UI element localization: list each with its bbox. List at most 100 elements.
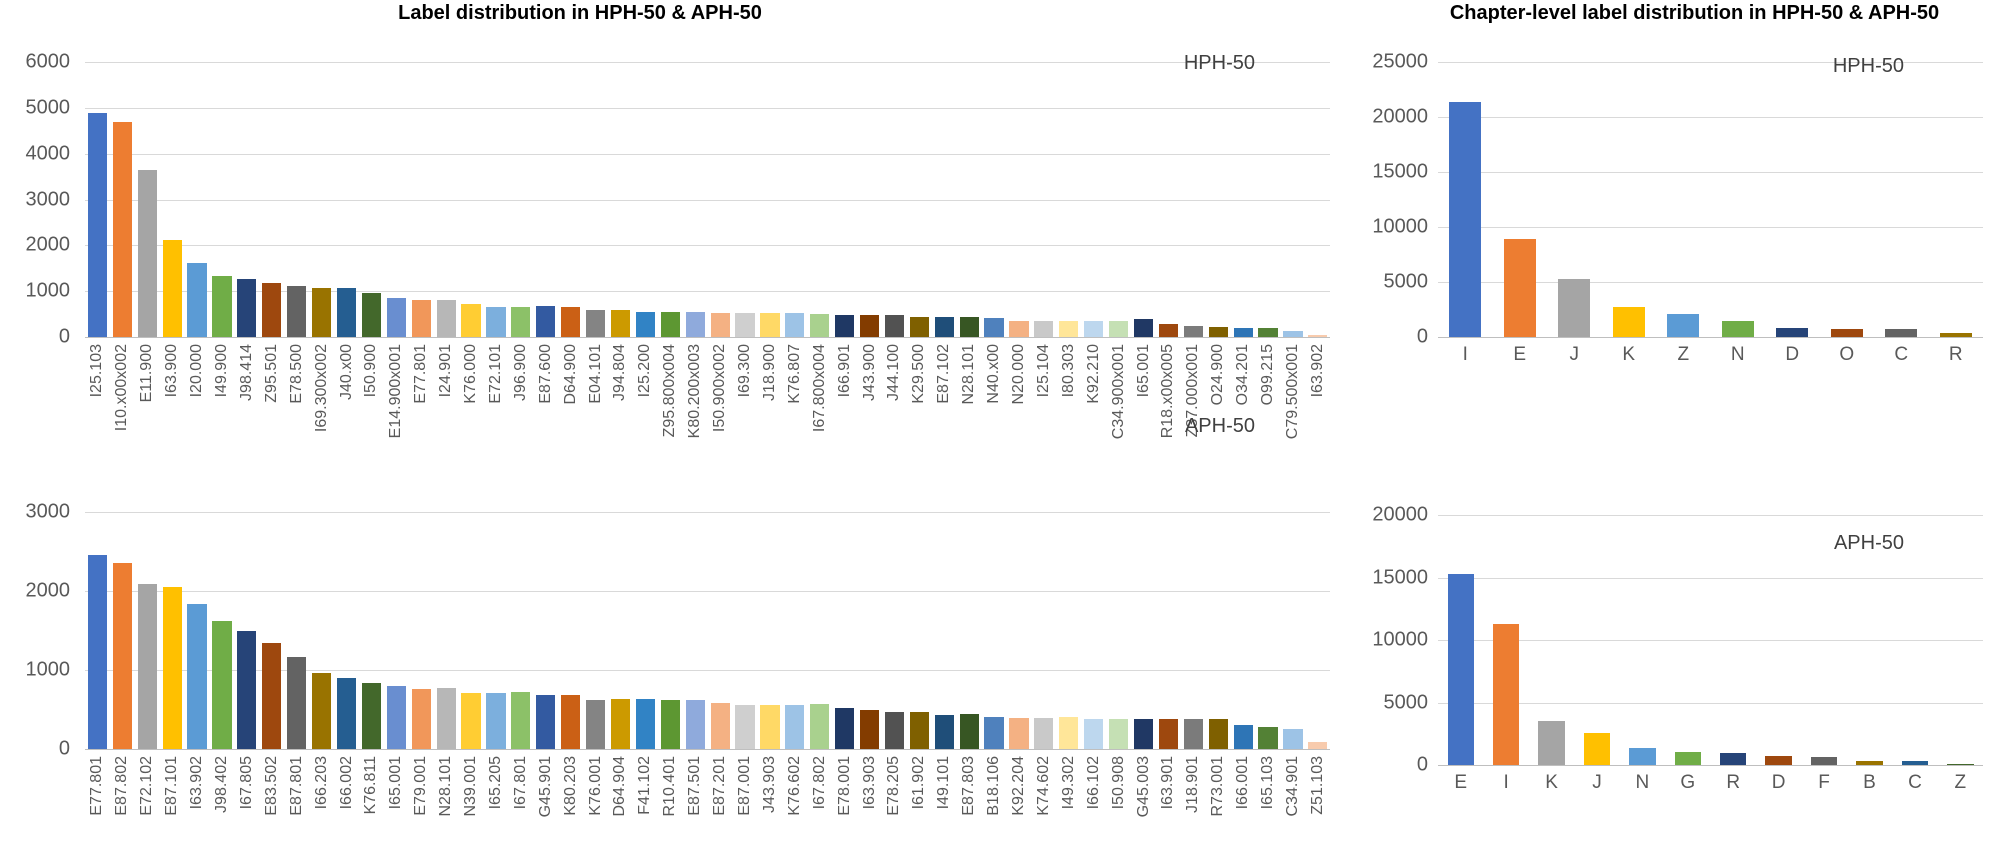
bar-slot [1305,62,1330,337]
x-axis-slot: E87.803 [957,753,982,841]
y-axis-tick-label: 3000 [25,500,71,523]
bar-I69.300x002 [312,287,332,337]
x-axis-category-label: I67.802 [810,756,828,810]
bar-slot [1602,62,1657,337]
x-axis-slot: E87.501 [683,753,708,841]
bar-slot [708,62,733,337]
bar-I66.002 [336,677,357,749]
y-axis-tick-label: 15000 [1372,160,1428,183]
x-axis-slot: E87.801 [284,753,309,841]
bar-O [1830,328,1863,337]
bar-E78.500 [287,285,307,337]
x-axis-slot: E87.101 [160,753,185,841]
x-axis-category-label: I63.903 [860,756,878,810]
bar-I61.902 [909,712,929,749]
x-axis-category-label: C34.901 [1283,756,1301,817]
bar-slot [259,62,284,337]
bar-slot [558,62,583,337]
x-axis-slot: E87.802 [110,753,135,841]
x-axis-category-label: E87.001 [736,756,754,816]
y-axis-tick-label: 2000 [25,579,71,602]
x-axis-category-label: F [1818,772,1830,793]
x-axis-category-label: I80.303 [1059,344,1077,398]
bar-I67.802 [810,704,830,749]
bar-I63.903 [859,709,880,749]
bar-Z95.501 [262,283,282,337]
x-axis-category-label: E [1513,344,1527,365]
x-axis-category-label: J43.903 [760,756,778,813]
bar-E72.102 [137,583,157,749]
x-axis-category-label: K80.203 [561,756,579,816]
bar-D [1765,756,1792,765]
x-axis-category-label: F41.102 [636,756,654,815]
x-axis-slot: G45.003 [1131,753,1156,841]
bar-I65.001 [1133,319,1154,337]
x-axis-category-label: I25.103 [88,344,106,398]
bar-slot [210,512,235,749]
bar-slot [135,62,160,337]
bar-N [1629,747,1656,765]
bar-I66.001 [1233,724,1253,749]
bar-slot [1938,515,1983,765]
x-axis-category-label: I63.900 [163,344,181,398]
bar-slot [484,512,509,749]
bar-B [1856,760,1883,765]
left-pair-title: Label distribution in HPH-50 & APH-50 [398,2,762,24]
bar-slot [1156,62,1181,337]
y-axis-tick-label: 0 [58,737,70,760]
x-axis-category-label: K [1545,772,1558,793]
bar-slot [259,512,284,749]
x-axis-category-label: E [1454,772,1468,793]
gridline [85,107,1330,109]
x-axis-slot: I65.103 [1256,753,1281,841]
bar-slot [484,62,509,337]
bar-I49.101 [934,714,954,749]
x-axis-category-label: J18.901 [1184,756,1202,813]
x-axis-category-label: I66.203 [312,756,330,810]
x-axis-category-label: J43.900 [860,344,878,401]
bar-J18.900 [760,313,780,337]
bar-slot [608,512,633,749]
bar-K76.000 [461,304,481,337]
x-axis-slot: I63.902 [185,753,210,841]
bar-slot [1206,512,1231,749]
bar-K76.807 [785,313,805,337]
series-label-aph50: APH-50 [1184,415,1255,437]
bar-J98.414 [237,278,257,337]
bar-Z51.103 [1308,741,1328,749]
bar-slot [359,62,384,337]
gridline [85,245,1330,247]
bar-J43.900 [859,314,880,337]
gridline [85,512,1330,513]
bar-slot [782,512,807,749]
bar-E11.900 [137,169,157,337]
bar-slot [1231,512,1256,749]
x-axis-slot: I66.002 [334,753,359,841]
bar-slot [1765,62,1820,337]
bar-C34.901 [1283,729,1303,749]
bar-E87.801 [287,656,307,749]
y-axis: 0 1000 2000 3000 [0,501,76,760]
bar-slot [1007,512,1032,749]
y-axis-tick-label: 1000 [25,658,71,681]
x-axis-category-label: O [1839,344,1855,365]
bar-F [1810,756,1838,765]
bar-slot [309,512,334,749]
bar-Z [1947,763,1974,765]
bar-series [85,512,1330,749]
x-axis-slot: E79.001 [409,753,434,841]
bar-O99.215 [1258,328,1278,337]
x-axis-category-label: I66.002 [337,756,355,810]
bar-E87.101 [162,587,182,749]
x-axis-slot: B18.106 [982,753,1007,841]
bar-slot [110,62,135,337]
bar-E87.201 [710,702,730,749]
bar-slot [185,512,210,749]
x-axis-category-label: I65.205 [486,756,504,810]
bar-slot [1820,62,1875,337]
bar-I66.102 [1084,719,1104,749]
bar-slot [359,512,384,749]
x-axis-category-label: I [1462,344,1468,365]
